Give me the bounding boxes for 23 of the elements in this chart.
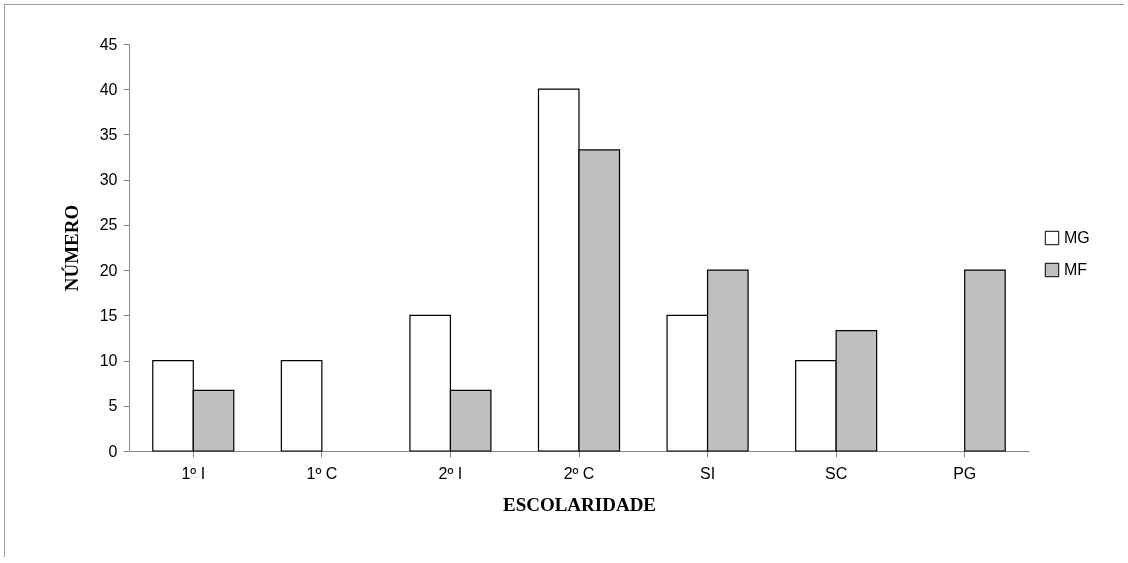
y-tick-label: 0 (108, 442, 118, 460)
x-axis-title: ESCOLARIDADE (502, 493, 657, 515)
y-tick-label: 25 (99, 216, 118, 234)
y-tick-label: 15 (99, 306, 118, 324)
x-tick-label: PG (953, 464, 977, 482)
y-tick-label: 35 (99, 125, 118, 143)
y-tick-label: 40 (99, 80, 118, 98)
legend-label: MG (1064, 229, 1090, 246)
x-tick-label: 2º I (438, 464, 463, 482)
x-tick-label: 1º C (306, 464, 338, 482)
y-tick-label: 20 (99, 261, 118, 279)
y-tick-label: 45 (99, 35, 118, 53)
x-tick-label: SC (825, 464, 848, 482)
y-axis-title: NÚMERO (60, 204, 82, 292)
x-tick-label: SI (700, 464, 716, 482)
y-tick-label: 10 (99, 352, 118, 370)
bar (280, 359, 323, 452)
legend-label: MF (1064, 261, 1088, 278)
y-tick-label: 30 (99, 171, 118, 189)
bar (964, 269, 1006, 452)
x-tick-label: 2º C (563, 464, 595, 482)
x-tick-label: 1º I (181, 464, 206, 482)
y-tick-label: 5 (108, 397, 118, 415)
